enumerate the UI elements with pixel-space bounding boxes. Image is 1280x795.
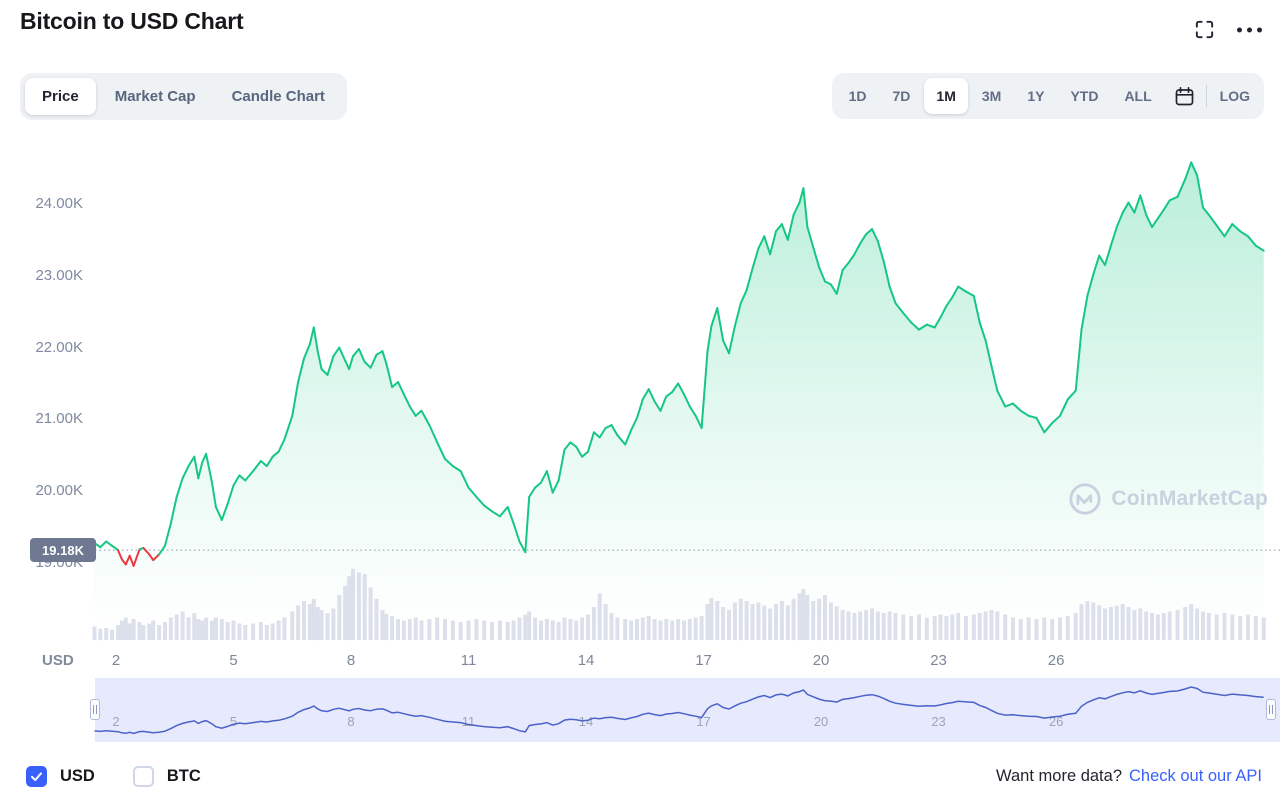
price-chart-canvas[interactable]: [0, 150, 1280, 650]
usd-toggle[interactable]: USD: [26, 765, 95, 787]
range-button-1y[interactable]: 1Y: [1015, 78, 1056, 114]
range-toolbar: 1D 7D 1M 3M 1Y YTD ALL LOG: [831, 73, 1264, 119]
chart-type-tabs: Price Market Cap Candle Chart: [20, 73, 347, 120]
header-actions: [1193, 18, 1264, 41]
x-axis-unit-label: USD: [42, 652, 74, 669]
more-data-text: Want more data?: [996, 766, 1122, 785]
x-axis-label: 11: [460, 652, 477, 669]
x-axis-labels: USD 2 5 8 11 14 17 20 23 26: [0, 650, 1280, 672]
y-axis-label: 22.00K: [35, 338, 83, 356]
chart-footer: USD BTC Want more data? Check out our AP…: [26, 758, 1262, 794]
range-button-3m[interactable]: 3M: [970, 78, 1013, 114]
watermark-text: CoinMarketCap: [1111, 487, 1268, 510]
x-axis-label: 14: [577, 652, 595, 669]
log-scale-button[interactable]: LOG: [1218, 84, 1252, 108]
x-axis-label: 5: [229, 652, 238, 669]
btc-toggle-label: BTC: [166, 766, 201, 785]
range-buttons: 1D 7D 1M 3M 1Y YTD ALL: [837, 78, 1164, 114]
y-axis-label: 24.00K: [35, 195, 83, 212]
x-axis-label: 8: [346, 652, 356, 669]
x-axis-label: 26: [1047, 652, 1065, 669]
btc-toggle[interactable]: BTC: [132, 765, 201, 787]
more-options-button[interactable]: [1236, 26, 1264, 34]
usd-toggle-label: USD: [60, 766, 95, 785]
api-link[interactable]: Check out our API: [1129, 766, 1262, 785]
calendar-button[interactable]: [1174, 86, 1195, 107]
y-axis-label: 20.00K: [35, 482, 83, 500]
chart-toolbar: Price Market Cap Candle Chart 1D 7D 1M 3M 1Y YT…: [20, 73, 1264, 120]
range-button-all[interactable]: ALL: [1112, 78, 1163, 114]
toolbar-divider: [1205, 85, 1207, 107]
more-options-icon: [1237, 27, 1262, 32]
y-axis-label: 21.00K: [35, 410, 83, 428]
brush-handle-left[interactable]: [90, 699, 100, 720]
range-button-1m[interactable]: 1M: [924, 78, 968, 114]
y-axis-label: 23.00K: [35, 266, 83, 284]
x-axis-label: 17: [695, 652, 712, 669]
minimap-brush[interactable]: [95, 678, 1280, 742]
check-icon: [31, 771, 42, 781]
fullscreen-button[interactable]: [1193, 18, 1216, 41]
api-callout: Want more data? Check out our API: [996, 767, 1262, 786]
fullscreen-icon: [1195, 20, 1214, 39]
coinmarketcap-watermark: CoinMarketCap: [1068, 482, 1268, 516]
coinmarketcap-logo-icon: [1069, 483, 1101, 515]
chart-header: Bitcoin to USD Chart: [20, 8, 1264, 41]
range-button-7d[interactable]: 7D: [881, 78, 923, 114]
x-axis-label: 2: [111, 652, 121, 669]
btc-checkbox[interactable]: [132, 765, 154, 787]
calendar-icon: [1175, 86, 1194, 105]
range-button-1d[interactable]: 1D: [837, 78, 879, 114]
chart-type-tab-price[interactable]: Price: [25, 78, 96, 115]
brush-handle-right[interactable]: [1266, 699, 1276, 720]
usd-checkbox[interactable]: [26, 765, 47, 787]
x-axis-label: 20: [812, 652, 830, 669]
page-title: Bitcoin to USD Chart: [20, 8, 244, 34]
chart-type-tab-market-cap[interactable]: Market Cap: [98, 78, 213, 115]
currency-toggles: USD BTC: [26, 765, 201, 787]
x-axis-label: 23: [930, 652, 947, 669]
chart-type-tab-candle-chart[interactable]: Candle Chart: [215, 78, 342, 115]
open-price-badge: 19.18K: [30, 538, 96, 562]
range-button-ytd[interactable]: YTD: [1058, 78, 1110, 114]
